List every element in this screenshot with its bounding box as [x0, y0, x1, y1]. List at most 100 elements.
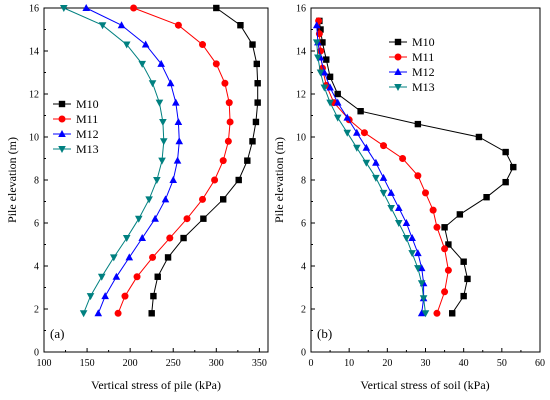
- data-point: [429, 206, 437, 214]
- data-point: [183, 215, 191, 223]
- data-point: [213, 4, 220, 12]
- chart-panel-a: 100 150 200 250 300 350 0 2 4 6 8 10 12 14 16 Vertical …: [5, 4, 269, 392]
- data-point: [254, 99, 261, 106]
- series-line: [151, 7, 259, 314]
- data-point: [399, 155, 407, 162]
- data-point: [417, 264, 426, 272]
- data-point: [408, 234, 416, 242]
- x-tick-label: 100: [37, 358, 52, 369]
- data-point: [97, 273, 106, 281]
- data-point: [161, 195, 170, 203]
- y-tick-label: 0: [34, 348, 39, 359]
- y-tick-label: 16: [296, 4, 306, 15]
- data-point: [372, 158, 380, 166]
- legend-marker: [58, 146, 66, 153]
- x-tick-label: 200: [123, 358, 138, 369]
- data-point: [244, 157, 251, 164]
- legend-label: M12: [412, 65, 435, 79]
- data-point: [402, 219, 411, 226]
- data-point: [249, 41, 256, 48]
- y-tick-label: 4: [301, 262, 306, 273]
- data-point: [502, 148, 509, 156]
- data-point: [357, 108, 364, 115]
- y-tick-label: 2: [34, 305, 39, 316]
- data-point: [148, 310, 155, 317]
- data-point: [121, 292, 129, 300]
- data-point: [200, 215, 207, 222]
- data-point: [326, 73, 334, 80]
- data-point: [444, 266, 452, 274]
- data-point: [60, 5, 68, 12]
- y-tick-label: 0: [301, 348, 306, 359]
- x-axis-title: Vertical stress of soil (kPa): [360, 378, 489, 392]
- data-point: [483, 194, 490, 201]
- y-tick-label: 8: [301, 176, 306, 187]
- data-point: [421, 310, 430, 318]
- data-point: [130, 4, 138, 12]
- data-point: [253, 60, 260, 68]
- data-point: [372, 174, 380, 182]
- data-point: [138, 234, 147, 242]
- series-m11: [114, 4, 234, 317]
- data-point: [387, 204, 395, 212]
- legend-marker: [394, 53, 402, 61]
- y-tick-label: 12: [296, 90, 306, 101]
- data-point: [166, 79, 175, 87]
- series-m13: [60, 5, 168, 318]
- data-point: [362, 143, 371, 151]
- data-point: [252, 118, 260, 126]
- data-point: [211, 176, 219, 184]
- data-point: [460, 292, 467, 300]
- data-point: [333, 98, 342, 106]
- data-point: [312, 21, 321, 29]
- data-point: [414, 249, 422, 257]
- data-point: [180, 234, 187, 242]
- data-point: [475, 133, 483, 141]
- data-point: [456, 211, 464, 218]
- x-tick-label: 0: [309, 358, 314, 369]
- legend-label: M10: [412, 35, 435, 49]
- series-m12: [82, 4, 184, 317]
- data-point: [148, 80, 157, 88]
- data-point: [445, 241, 452, 248]
- data-point: [414, 172, 422, 180]
- data-point: [414, 120, 422, 128]
- data-point: [441, 245, 449, 253]
- data-point: [133, 273, 141, 281]
- y-tick-label: 12: [29, 90, 39, 101]
- x-tick-label: 10: [344, 358, 354, 369]
- data-point: [379, 189, 388, 197]
- data-point: [82, 4, 91, 11]
- series-m13: [312, 39, 430, 318]
- y-axis-title: Pile elevation (m): [272, 137, 286, 223]
- data-point: [441, 288, 449, 296]
- data-point: [199, 195, 207, 203]
- x-tick-label: 300: [209, 358, 224, 369]
- x-tick-label: 40: [459, 358, 469, 369]
- data-point: [158, 157, 166, 165]
- data-point: [175, 137, 184, 145]
- data-point: [154, 273, 161, 280]
- data-point: [153, 177, 161, 184]
- legend-marker: [58, 130, 66, 137]
- data-point: [387, 188, 395, 196]
- data-point: [212, 60, 220, 68]
- data-point: [441, 224, 448, 231]
- data-point: [320, 68, 329, 76]
- data-point: [326, 83, 334, 91]
- data-point: [125, 253, 134, 261]
- data-point: [199, 41, 207, 49]
- data-point: [408, 250, 416, 258]
- panel-label: (b): [317, 326, 332, 341]
- legend-label: M12: [76, 127, 99, 141]
- data-point: [159, 138, 168, 146]
- x-tick-label: 30: [421, 358, 431, 369]
- data-point: [394, 220, 403, 227]
- data-point: [394, 203, 403, 211]
- data-point: [221, 79, 229, 87]
- data-point: [134, 215, 143, 223]
- data-point: [149, 253, 157, 261]
- data-point: [225, 99, 233, 107]
- data-point: [343, 129, 352, 137]
- panel-label: (a): [50, 326, 64, 341]
